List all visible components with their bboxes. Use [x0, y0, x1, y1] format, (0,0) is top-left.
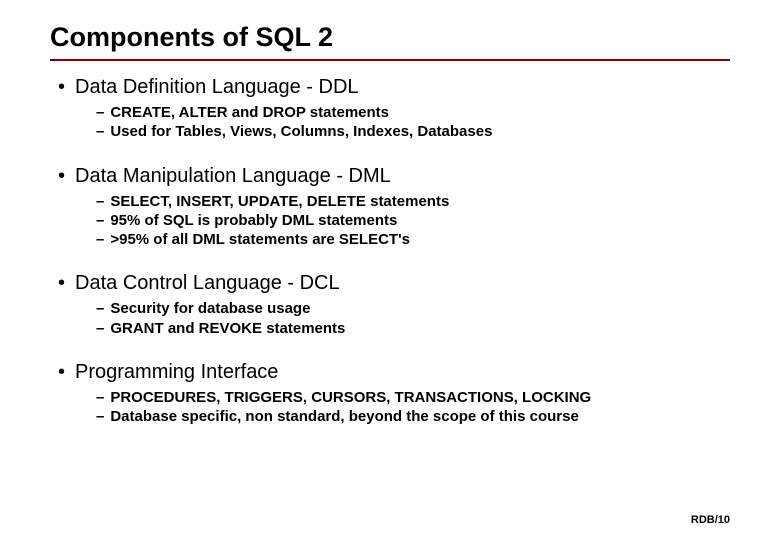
- bullet-dash-icon: –: [96, 123, 104, 141]
- slide-title: Components of SQL 2: [50, 22, 730, 61]
- bullet-dot-icon: •: [58, 75, 65, 99]
- level2-item: –Database specific, non standard, beyond…: [96, 408, 730, 426]
- level2-item: –PROCEDURES, TRIGGERS, CURSORS, TRANSACT…: [96, 389, 730, 407]
- level2-item: –CREATE, ALTER and DROP statements: [96, 104, 730, 122]
- bullet-dash-icon: –: [96, 408, 104, 426]
- level2-text: >95% of all DML statements are SELECT's: [110, 231, 410, 249]
- level1-item: • Data Definition Language - DDL: [50, 75, 730, 100]
- section: • Data Definition Language - DDL –CREATE, …: [50, 75, 730, 142]
- bullet-dot-icon: •: [58, 271, 65, 295]
- level2-text: Used for Tables, Views, Columns, Indexes…: [110, 123, 492, 141]
- level1-item: • Data Manipulation Language - DML: [50, 164, 730, 189]
- slide-footer: RDB/10: [691, 514, 730, 526]
- level1-text: Programming Interface: [75, 360, 278, 385]
- level2-item: –Security for database usage: [96, 300, 730, 318]
- content-body: •Data Definition Language - DDL–CREATE, …: [50, 75, 730, 427]
- bullet-dash-icon: –: [96, 300, 104, 318]
- level2-text: PROCEDURES, TRIGGERS, CURSORS, TRANSACTI…: [110, 389, 591, 407]
- level2-group: –PROCEDURES, TRIGGERS, CURSORS, TRANSACT…: [50, 389, 730, 427]
- level2-text: Security for database usage: [110, 300, 310, 318]
- level2-item: –Used for Tables, Views, Columns, Indexe…: [96, 123, 730, 141]
- level2-group: –SELECT, INSERT, UPDATE, DELETE statemen…: [50, 193, 730, 250]
- level2-text: Database specific, non standard, beyond …: [110, 408, 578, 426]
- level2-item: –SELECT, INSERT, UPDATE, DELETE statemen…: [96, 193, 730, 211]
- bullet-dot-icon: •: [58, 360, 65, 384]
- bullet-dash-icon: –: [96, 104, 104, 122]
- level1-item: • Programming Interface: [50, 360, 730, 385]
- level2-text: SELECT, INSERT, UPDATE, DELETE statement…: [110, 193, 449, 211]
- bullet-dash-icon: –: [96, 389, 104, 407]
- level2-item: –>95% of all DML statements are SELECT's: [96, 231, 730, 249]
- section: •Data Manipulation Language - DML–SELECT…: [50, 164, 730, 250]
- level2-text: 95% of SQL is probably DML statements: [110, 212, 397, 230]
- level1-item: • Data Control Language - DCL: [50, 271, 730, 296]
- level1-text: Data Definition Language - DDL: [75, 75, 359, 100]
- bullet-dash-icon: –: [96, 193, 104, 211]
- level1-text: Data Control Language - DCL: [75, 271, 340, 296]
- level2-text: CREATE, ALTER and DROP statements: [110, 104, 389, 122]
- level2-group: –CREATE, ALTER and DROP statements–Used …: [50, 104, 730, 142]
- bullet-dash-icon: –: [96, 231, 104, 249]
- level2-group: –Security for database usage–GRANT and R…: [50, 300, 730, 338]
- level1-text: Data Manipulation Language - DML: [75, 164, 391, 189]
- level2-item: –GRANT and REVOKE statements: [96, 320, 730, 338]
- bullet-dot-icon: •: [58, 164, 65, 188]
- level2-item: –95% of SQL is probably DML statements: [96, 212, 730, 230]
- bullet-dash-icon: –: [96, 212, 104, 230]
- section: • Programming Interface –PROCEDURES, TRIGG…: [50, 360, 730, 427]
- section: • Data Control Language - DCL –Security fo…: [50, 271, 730, 338]
- bullet-dash-icon: –: [96, 320, 104, 338]
- level2-text: GRANT and REVOKE statements: [110, 320, 345, 338]
